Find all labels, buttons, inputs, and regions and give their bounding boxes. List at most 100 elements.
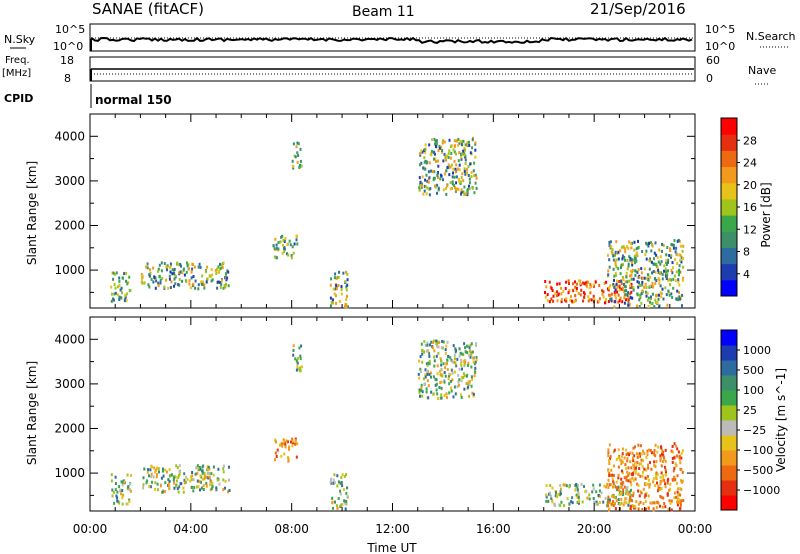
scatter-point [620,462,623,465]
scatter-point [641,283,644,287]
scatter-point [615,457,618,461]
scatter-point [545,493,547,497]
scatter-point [460,190,463,194]
scatter-point [275,440,277,444]
scatter-point [427,396,430,400]
scatter-point [672,286,675,290]
scatter-point [463,387,466,391]
scatter-point [346,272,349,276]
scatter-point [116,293,119,297]
scatter-point [608,501,611,505]
scatter-point [422,350,425,354]
nsky-panel [89,23,696,52]
scatter-point [222,261,225,265]
scatter-point [637,245,640,249]
scatter-point [441,150,444,154]
scatter-point [681,249,684,253]
scatter-point [620,459,623,463]
scatter-point [474,369,477,373]
scatter-point [628,279,631,283]
scatter-point [676,503,679,507]
scatter-point [640,291,643,295]
scatter-point [562,483,565,487]
scatter-point [159,278,162,282]
y-tick-label: 2000 [54,421,85,435]
nsky-top-label: 10^5 [55,23,85,36]
scatter-point [575,485,578,489]
scatter-point [121,483,124,487]
scatter-point [423,160,426,164]
scatter-point [551,498,554,502]
scatter-point [217,467,220,471]
scatter-point [621,447,624,451]
scatter-point [621,300,624,304]
scatter-point [650,285,653,289]
scatter-point [663,465,666,469]
scatter-point [125,279,128,283]
scatter-point [220,282,223,286]
scatter-point [167,478,170,482]
scatter-point [443,371,446,374]
scatter-point [423,189,426,193]
scatter-point [652,285,654,289]
scatter-point [465,350,467,354]
scatter-point [451,371,454,375]
scatter-point [475,186,478,190]
scatter-point [653,449,656,453]
scatter-point [426,179,429,183]
scatter-point [681,278,684,282]
scatter-point [614,288,617,292]
power-plot-frame [89,113,696,309]
scatter-point [678,264,681,268]
scatter-point [607,253,609,257]
scatter-point [664,468,667,472]
scatter-point [585,283,588,287]
scatter-point [550,286,553,290]
scatter-point [464,143,467,147]
scatter-point [428,362,431,366]
scatter-point [679,258,682,262]
scatter-point [679,297,681,301]
scatter-point [644,476,647,480]
scatter-point [142,483,145,487]
scatter-point [619,492,622,496]
scatter-point [474,155,477,159]
scatter-point [605,485,608,489]
scatter-point [617,250,620,254]
scatter-point [473,374,476,378]
scatter-point [292,166,295,170]
scatter-point [632,504,635,508]
scatter-point [222,286,225,290]
scatter-point [620,477,623,481]
scatter-point [552,299,555,303]
scatter-point [154,481,157,485]
scatter-point [203,471,206,475]
scatter-point [585,280,588,284]
scatter-point [631,296,634,300]
scatter-point [295,368,298,372]
scatter-point [634,468,637,472]
scatter-point [635,500,638,504]
scatter-point [651,243,654,246]
scatter-point [464,192,467,196]
scatter-point [591,490,594,494]
scatter-point [439,173,442,177]
scatter-point [621,257,624,261]
scatter-point [434,139,437,143]
scatter-point [626,293,629,297]
scatter-point [588,497,591,501]
scatter-point [589,291,592,295]
scatter-point [598,483,601,487]
scatter-point [647,482,649,486]
scatter-point [283,240,286,243]
scatter-point [671,271,674,275]
scatter-point [638,281,640,285]
scatter-point [610,292,613,296]
scatter-point [624,463,627,467]
scatter-point [455,364,458,368]
scatter-point [554,494,557,498]
scatter-point [449,156,452,160]
scatter-point [597,494,600,497]
scatter-point [224,486,226,490]
scatter-point [621,471,624,475]
